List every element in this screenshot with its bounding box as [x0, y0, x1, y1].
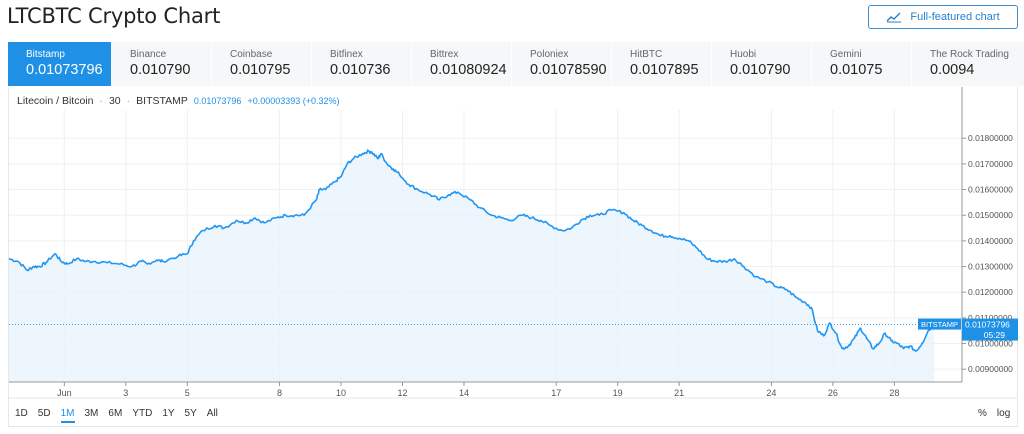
- exchange-tab-hitbtc[interactable]: HitBTC 0.0107895: [612, 42, 712, 86]
- y-tick-label: 0.00900000: [968, 364, 1013, 374]
- exchange-price: 0.0094: [930, 62, 975, 78]
- exchange-price: 0.01075: [830, 62, 883, 78]
- x-tick-label: 26: [828, 388, 838, 398]
- y-tick-label: 0.01500000: [968, 210, 1013, 220]
- range-1y[interactable]: 1Y: [162, 408, 175, 419]
- exchange-price: 0.010790: [730, 62, 791, 78]
- exchange-tab-gemini[interactable]: Gemini 0.01075: [812, 42, 912, 86]
- legend-separator: ·: [99, 95, 103, 107]
- exchange-price: 0.010736: [330, 62, 391, 78]
- range-all[interactable]: All: [206, 408, 218, 419]
- range-3m[interactable]: 3M: [84, 408, 99, 419]
- exchange-name: HitBTC: [630, 49, 663, 60]
- chart-legend: Litecoin / Bitcoin · 30 · BITSTAMP 0.010…: [17, 95, 340, 107]
- price-series-line: [8, 149, 936, 352]
- exchange-tab-huobi[interactable]: Huobi 0.010790: [712, 42, 812, 86]
- exchange-tab-coinbase[interactable]: Coinbase 0.010795: [212, 42, 312, 86]
- range-selector: 1D 5D 1M 3M 6M YTD 1Y 5Y All: [15, 408, 218, 423]
- y-tick-label: 0.01800000: [968, 133, 1013, 143]
- page-title: LTCBTC Crypto Chart: [7, 4, 221, 28]
- price-area-fill: [9, 150, 935, 382]
- exchange-tab-binance[interactable]: Binance 0.010790: [112, 42, 212, 86]
- range-ytd[interactable]: YTD: [132, 408, 153, 419]
- y-tick-label: 0.01100000: [968, 313, 1013, 323]
- range-6m[interactable]: 6M: [108, 408, 123, 419]
- legend-interval: 30: [108, 95, 121, 107]
- exchange-tabs: Bitstamp 0.01073796 Binance 0.010790 Coi…: [8, 42, 1024, 86]
- exchange-badge-label: BITSTAMP: [921, 320, 958, 329]
- exchange-name: Binance: [130, 49, 167, 60]
- y-tick-label: 0.01600000: [968, 185, 1013, 195]
- price-badge-countdown: 05:29: [984, 330, 1006, 340]
- x-tick-label: 21: [674, 388, 684, 398]
- range-1d[interactable]: 1D: [15, 408, 28, 419]
- scale-options: % log: [978, 408, 1010, 419]
- exchange-tab-poloniex[interactable]: Poloniex 0.01078590: [512, 42, 612, 86]
- percent-scale-toggle[interactable]: %: [978, 408, 987, 419]
- full-featured-chart-button[interactable]: Full-featured chart: [868, 5, 1018, 29]
- exchange-badge: [918, 318, 961, 330]
- range-5y[interactable]: 5Y: [184, 408, 197, 419]
- exchange-name: Gemini: [830, 49, 862, 60]
- x-tick-label: 24: [766, 388, 776, 398]
- exchange-price: 0.01073796: [26, 62, 103, 78]
- exchange-tab-bittrex[interactable]: Bittrex 0.01080924: [412, 42, 512, 86]
- chart-frame: [8, 87, 1018, 427]
- x-tick-label: 19: [613, 388, 623, 398]
- exchange-price: 0.010790: [130, 62, 191, 78]
- x-tick-label: 8: [277, 388, 282, 398]
- price-badge-value: 0.01073796: [965, 320, 1010, 330]
- exchange-name: Poloniex: [530, 49, 569, 60]
- x-tick-label: 12: [397, 388, 407, 398]
- x-tick-label: 3: [123, 388, 128, 398]
- range-5d[interactable]: 5D: [37, 408, 51, 419]
- legend-symbol: Litecoin / Bitcoin: [17, 95, 94, 107]
- y-tick-label: 0.01200000: [968, 287, 1013, 297]
- exchange-name: Bitstamp: [26, 49, 65, 60]
- chart-line-icon: [886, 12, 902, 23]
- legend-separator: ·: [126, 95, 131, 107]
- price-badge: [962, 318, 1018, 341]
- exchange-price: 0.0107895: [630, 62, 699, 78]
- legend-change: +0.00003393 (+0.32%): [247, 96, 340, 106]
- exchange-price: 0.010795: [230, 62, 291, 78]
- exchange-name: The Rock Trading: [930, 49, 1009, 60]
- exchange-tab-bitstamp[interactable]: Bitstamp 0.01073796: [8, 42, 112, 86]
- legend-last-price: 0.01073796: [193, 96, 242, 106]
- x-tick-label: Jun: [57, 388, 72, 398]
- log-scale-toggle[interactable]: log: [996, 408, 1011, 419]
- exchange-tab-bitfinex[interactable]: Bitfinex 0.010736: [312, 42, 412, 86]
- x-tick-label: 5: [185, 388, 190, 398]
- exchange-name: Coinbase: [230, 49, 273, 60]
- exchange-price: 0.01078590: [530, 62, 607, 78]
- exchange-name: Huobi: [730, 49, 757, 60]
- y-tick-label: 0.01300000: [968, 262, 1013, 272]
- exchange-name: Bittrex: [430, 49, 459, 60]
- x-tick-label: 10: [336, 388, 346, 398]
- y-tick-label: 0.01700000: [968, 159, 1013, 169]
- exchange-name: Bitfinex: [330, 49, 363, 60]
- exchange-price: 0.01080924: [430, 62, 507, 78]
- x-tick-label: 28: [889, 388, 899, 398]
- exchange-tab-the-rock-trading[interactable]: The Rock Trading 0.0094: [912, 42, 1024, 86]
- range-1m[interactable]: 1M: [60, 408, 75, 423]
- legend-exchange: BITSTAMP: [136, 95, 188, 107]
- y-tick-label: 0.01400000: [968, 236, 1013, 246]
- y-tick-label: 0.01000000: [968, 339, 1013, 349]
- x-tick-label: 14: [459, 388, 469, 398]
- full-featured-chart-label: Full-featured chart: [910, 11, 1000, 23]
- x-tick-label: 17: [551, 388, 561, 398]
